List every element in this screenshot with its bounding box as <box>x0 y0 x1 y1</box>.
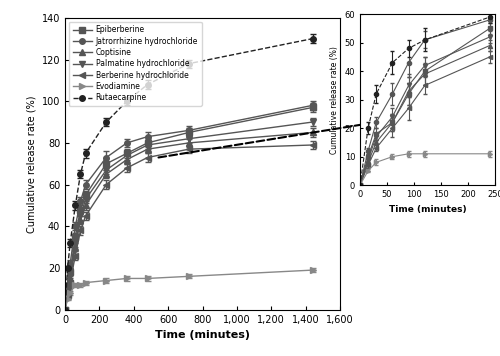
Legend: Epiberberine, Jatrorrhizine hydrochloride, Coptisine, Palmatine hydrochloride, B: Epiberberine, Jatrorrhizine hydrochlorid… <box>69 22 202 106</box>
Y-axis label: Cumulative release rate (%): Cumulative release rate (%) <box>26 95 36 232</box>
X-axis label: Time (minutes): Time (minutes) <box>155 330 250 340</box>
X-axis label: Time (minutes): Time (minutes) <box>388 205 466 214</box>
Y-axis label: Cumulative release rate (%): Cumulative release rate (%) <box>330 46 339 154</box>
